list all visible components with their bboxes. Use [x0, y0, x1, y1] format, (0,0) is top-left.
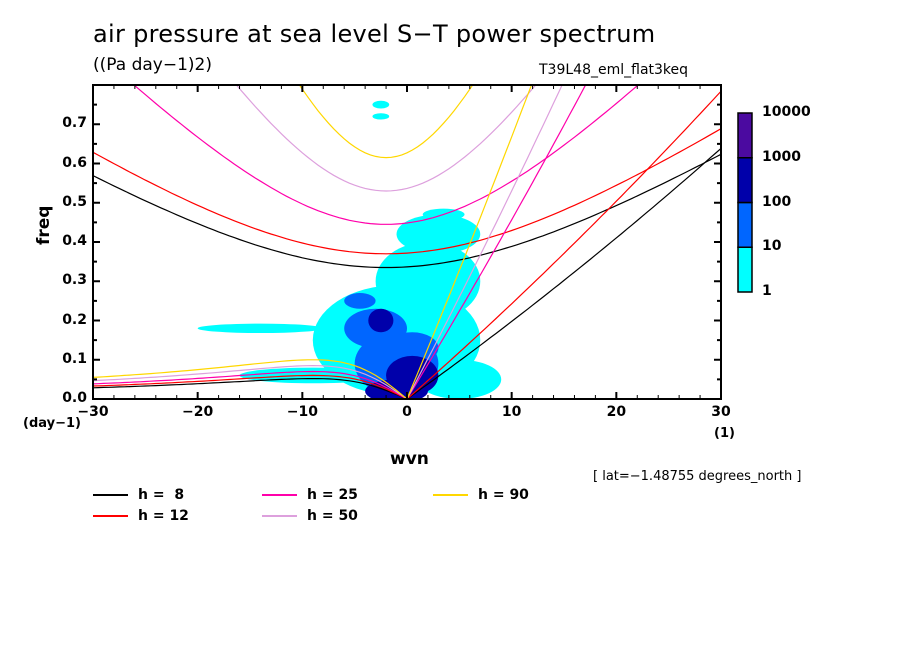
legend-item: h = 12: [93, 508, 189, 524]
colorbar-label: 10: [762, 238, 782, 255]
dispersion-curve: [406, 85, 533, 399]
colorbar-label: 1: [762, 283, 772, 299]
x-tick-label: 20: [606, 404, 627, 420]
contour-region: [344, 293, 376, 309]
dispersion-curves-layer: [93, 85, 721, 399]
legend-item: h = 50: [262, 508, 358, 524]
dispersion-curve: [93, 378, 408, 399]
axes-frame: [92, 84, 722, 400]
dispersion-curve: [93, 370, 408, 399]
legend-label: h = 12: [138, 508, 189, 524]
dispersion-curve: [406, 147, 721, 399]
dispersion-curve: [406, 90, 721, 399]
colorbar-label: 10000: [762, 104, 811, 120]
experiment-label: T39L48_eml_flat3keq: [539, 62, 689, 78]
y-tick-label: 0.2: [62, 311, 87, 328]
x-tick-label: −20: [182, 404, 214, 420]
x-axis-unit: (1): [714, 426, 735, 441]
dispersion-curve: [133, 85, 640, 225]
chart-units: ((Pa day−1)2): [93, 55, 212, 75]
legend-swatch: [262, 494, 297, 496]
contour-region: [372, 100, 390, 109]
legend-swatch: [262, 515, 297, 517]
contour-region: [372, 113, 390, 120]
x-axis-label: wvn: [390, 449, 429, 469]
colorbar-segment: [737, 112, 753, 159]
y-tick-label: 0.3: [62, 272, 87, 289]
legend-label: h = 8: [138, 487, 185, 503]
dispersion-curve: [93, 153, 721, 269]
legend-label: h = 50: [307, 508, 358, 524]
legend-item: h = 25: [262, 487, 358, 503]
x-tick-label: 10: [501, 404, 522, 420]
dispersion-curve: [406, 85, 587, 399]
colorbar-label: 100: [762, 193, 792, 210]
y-tick-label: 0.7: [62, 115, 87, 132]
legend-swatch: [93, 515, 128, 517]
colorbar-segment: [737, 157, 753, 204]
contour-region: [375, 242, 481, 321]
dispersion-curve: [298, 85, 474, 159]
y-tick-label: 0.6: [62, 154, 87, 171]
y-axis-unit: (day−1): [23, 416, 81, 431]
legend-label: h = 25: [307, 487, 358, 503]
legend-item: h = 8: [93, 487, 184, 503]
y-axis-label: freq: [34, 205, 54, 245]
contour-region: [197, 323, 324, 334]
y-tick-label: 0.1: [62, 350, 87, 367]
y-tick-label: 0.0: [62, 390, 87, 406]
x-tick-label: −10: [286, 404, 318, 420]
dispersion-curve: [235, 85, 537, 192]
y-tick-label: 0.5: [62, 193, 87, 210]
contour-region: [396, 214, 481, 254]
dispersion-curve: [406, 85, 563, 399]
legend-swatch: [433, 494, 468, 496]
dispersion-curve: [93, 374, 408, 399]
contour-region: [368, 308, 394, 333]
x-tick-label: 0: [402, 404, 412, 420]
dispersion-curve: [93, 359, 408, 399]
y-tick-label: 0.4: [62, 233, 87, 249]
x-tick-label: −30: [77, 404, 109, 420]
colorbar-segment: [737, 246, 753, 293]
legend-swatch: [93, 494, 128, 496]
dispersion-curve: [93, 128, 721, 255]
colorbar: [737, 112, 753, 293]
x-tick-label: 30: [711, 404, 731, 420]
chart-title: air pressure at sea level S−T power spec…: [93, 20, 656, 48]
latitude-note: [ lat=−1.48755 degrees_north ]: [593, 469, 802, 484]
legend-label: h = 90: [478, 487, 529, 503]
colorbar-label: 1000: [762, 148, 801, 165]
legend-item: h = 90: [433, 487, 529, 503]
colorbar-segment: [737, 201, 753, 248]
dispersion-curve: [93, 364, 408, 399]
contour-region: [417, 359, 502, 399]
